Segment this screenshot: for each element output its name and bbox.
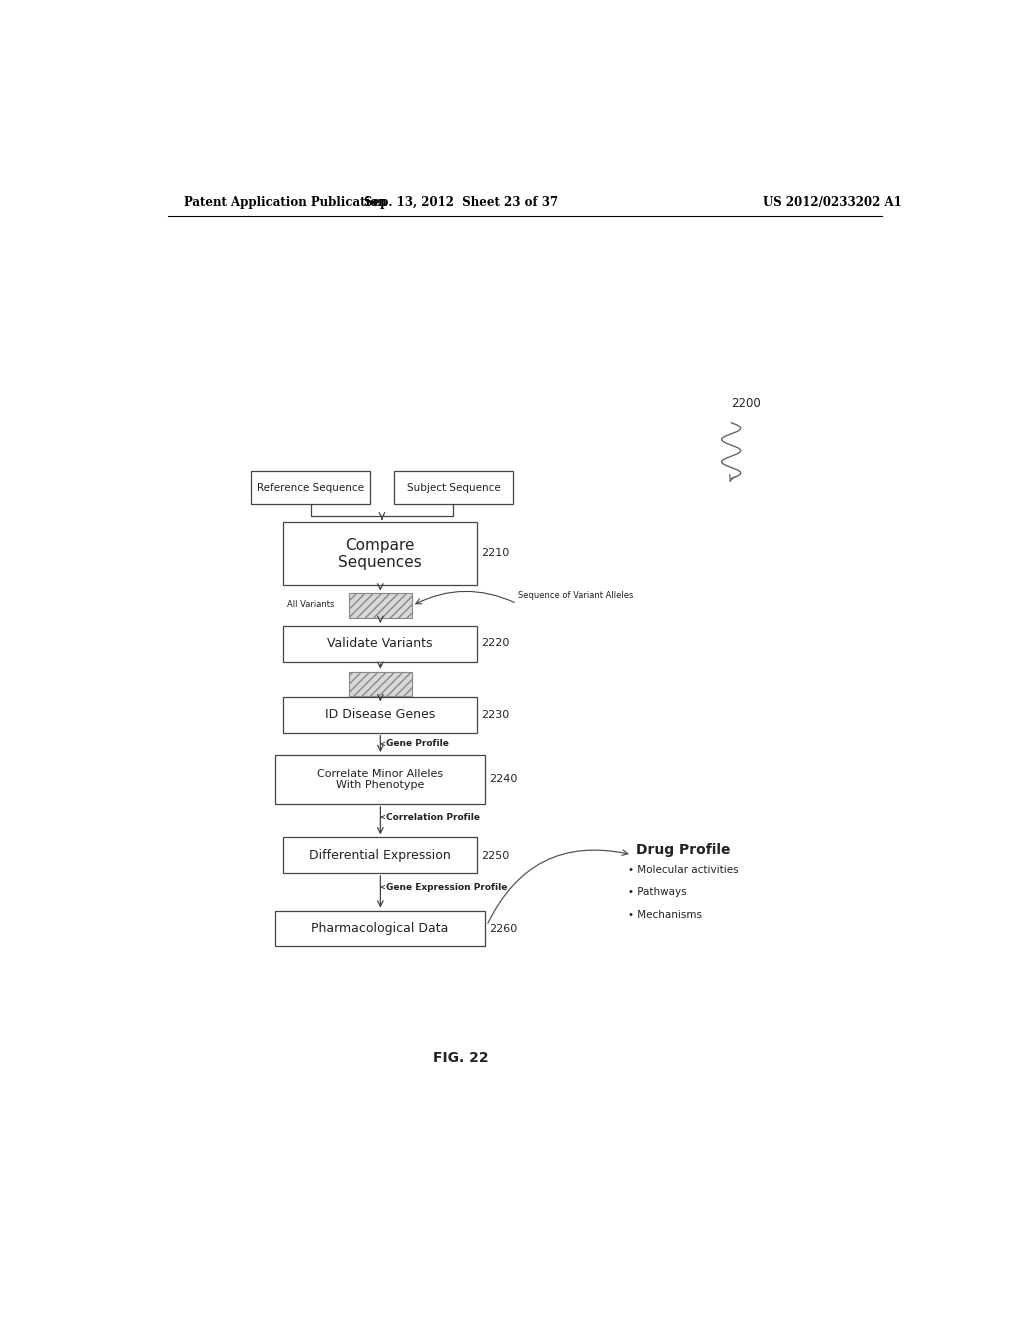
Text: Pharmacological Data: Pharmacological Data <box>311 921 449 935</box>
Text: Correlate Minor Alleles
With Phenotype: Correlate Minor Alleles With Phenotype <box>316 768 443 791</box>
FancyBboxPatch shape <box>283 837 477 873</box>
FancyBboxPatch shape <box>394 471 513 504</box>
Text: • Pathways: • Pathways <box>628 887 687 898</box>
Text: 2260: 2260 <box>489 924 517 933</box>
FancyBboxPatch shape <box>251 471 370 504</box>
Text: • Molecular activities: • Molecular activities <box>628 865 738 875</box>
Text: Subject Sequence: Subject Sequence <box>407 483 501 492</box>
Text: Reference Sequence: Reference Sequence <box>257 483 364 492</box>
Text: Sequence of Variant Alleles: Sequence of Variant Alleles <box>518 591 634 601</box>
Text: 2230: 2230 <box>481 710 509 721</box>
FancyBboxPatch shape <box>283 626 477 661</box>
Text: 2210: 2210 <box>481 548 509 558</box>
FancyBboxPatch shape <box>283 523 477 585</box>
Text: Gene Profile: Gene Profile <box>386 739 449 748</box>
Text: Sep. 13, 2012  Sheet 23 of 37: Sep. 13, 2012 Sheet 23 of 37 <box>365 195 558 209</box>
Text: FIG. 22: FIG. 22 <box>433 1051 489 1065</box>
Text: US 2012/0233202 A1: US 2012/0233202 A1 <box>763 195 901 209</box>
Text: • Mechanisms: • Mechanisms <box>628 909 702 920</box>
Text: Compare
Sequences: Compare Sequences <box>338 537 422 570</box>
FancyBboxPatch shape <box>283 697 477 733</box>
Text: Correlation Profile: Correlation Profile <box>386 813 480 821</box>
Text: Drug Profile: Drug Profile <box>636 842 730 857</box>
Text: Validate Variants: Validate Variants <box>328 638 433 651</box>
Text: Gene Expression Profile: Gene Expression Profile <box>386 883 507 891</box>
FancyBboxPatch shape <box>274 755 485 804</box>
Text: All Variants: All Variants <box>287 601 334 609</box>
FancyBboxPatch shape <box>274 911 485 946</box>
Text: 2240: 2240 <box>489 775 517 784</box>
Text: 2250: 2250 <box>481 850 509 861</box>
Text: Differential Expression: Differential Expression <box>309 849 451 862</box>
Text: 2220: 2220 <box>481 639 510 648</box>
FancyBboxPatch shape <box>348 594 412 618</box>
Text: 2200: 2200 <box>731 397 761 411</box>
Text: ID Disease Genes: ID Disease Genes <box>325 709 435 721</box>
FancyBboxPatch shape <box>348 672 412 696</box>
Text: Patent Application Publication: Patent Application Publication <box>183 195 386 209</box>
